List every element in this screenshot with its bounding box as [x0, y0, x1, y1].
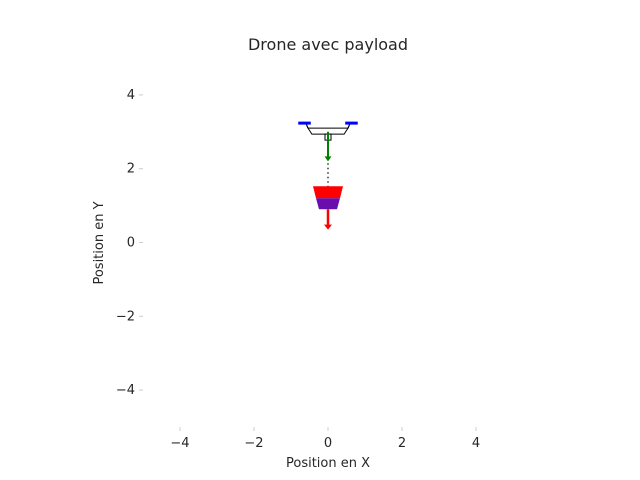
drone-body	[307, 127, 349, 135]
x-tick-label: 2	[398, 436, 406, 451]
x-tick-label: −2	[244, 436, 263, 451]
chart-title: Drone avec payload	[248, 35, 408, 54]
axes: −4 −2 0 2 4 4 2 0 −2 −4	[116, 88, 480, 451]
x-tick-label: 4	[472, 436, 480, 451]
payload-top	[313, 186, 343, 199]
y-axis-label: Position en Y	[92, 201, 107, 284]
y-tick-label: 4	[127, 88, 135, 103]
y-tick-label: −4	[116, 383, 135, 398]
x-tick-label: −4	[170, 436, 189, 451]
x-axis-label: Position en X	[286, 456, 370, 471]
payload	[313, 186, 343, 210]
y-tick-label: 2	[127, 162, 135, 177]
marks	[298, 121, 358, 230]
payload-bottom	[316, 198, 340, 210]
drone-force-arrow-head	[324, 156, 332, 162]
x-tick-label: 0	[324, 436, 332, 451]
y-tick-label: 0	[127, 236, 135, 251]
y-tick-label: −2	[116, 309, 135, 324]
payload-force-arrow-head	[324, 224, 332, 230]
